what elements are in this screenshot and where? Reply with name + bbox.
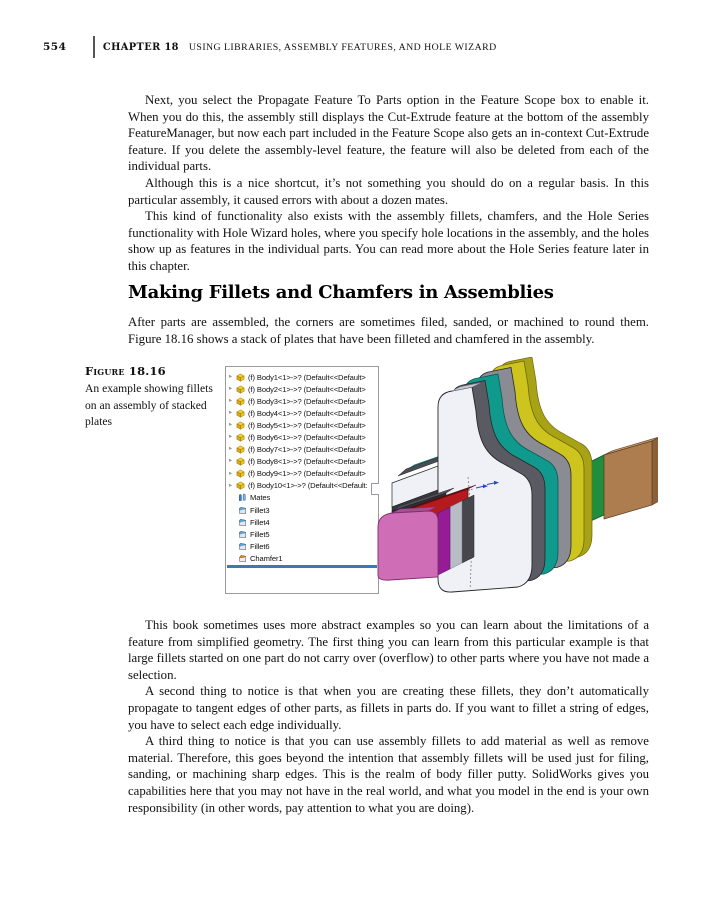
tree-item-label: (f) Body1<1>->? (Default<<Default> bbox=[248, 372, 366, 382]
purple-stripe bbox=[437, 506, 451, 576]
paragraph: After parts are assembled, the corners a… bbox=[128, 315, 649, 346]
tree-item-label: (f) Body8<1>->? (Default<<Default> bbox=[248, 457, 366, 467]
part-icon bbox=[236, 457, 245, 466]
expand-arrow-icon[interactable]: ▸ bbox=[229, 409, 233, 417]
figure-caption-text: An example showing fillets on an assembl… bbox=[85, 382, 213, 428]
expand-arrow-icon[interactable]: ▸ bbox=[229, 384, 233, 392]
closing-paragraphs: This book sometimes uses more abstract e… bbox=[128, 617, 649, 816]
dark-gray-stripe bbox=[461, 494, 475, 564]
part-icon bbox=[236, 409, 245, 418]
chamfer-icon bbox=[238, 554, 247, 563]
tree-item-label: (f) Body3<1>->? (Default<<Default> bbox=[248, 396, 366, 406]
expand-arrow-icon[interactable]: ▸ bbox=[229, 481, 233, 489]
assembly-3d-model bbox=[377, 357, 658, 593]
paragraph: This book sometimes uses more abstract e… bbox=[128, 618, 649, 682]
tree-item-label: (f) Body4<1>->? (Default<<Default> bbox=[248, 408, 366, 418]
expand-arrow-icon[interactable]: ▸ bbox=[229, 396, 233, 404]
update-arrow-head bbox=[483, 484, 488, 489]
white-plate-top-face bbox=[451, 382, 481, 392]
tree-item-body5[interactable]: ▸ (f) Body5<1>->? (Default<<Default> bbox=[226, 419, 378, 431]
tree-item-fillet6[interactable]: Fillet6 bbox=[226, 540, 378, 552]
tree-item-label: (f) Body9<1>->? (Default<<Default> bbox=[248, 469, 366, 479]
tree-item-body4[interactable]: ▸ (f) Body4<1>->? (Default<<Default> bbox=[226, 407, 378, 419]
tree-item-label: (f) Body10<1>->? (Default<<Default: bbox=[248, 481, 368, 491]
section-lead: After parts are assembled, the corners a… bbox=[128, 314, 649, 347]
tree-item-label: Fillet5 bbox=[250, 529, 270, 539]
figure-label: Figure 18.16 bbox=[85, 364, 166, 378]
paragraph: Although this is a nice shortcut, it’s n… bbox=[128, 175, 649, 207]
expand-arrow-icon[interactable]: ▸ bbox=[229, 372, 233, 380]
part-icon bbox=[236, 469, 245, 478]
figure-caption: Figure 18.16 An example showing fillets … bbox=[85, 364, 213, 431]
expand-arrow-icon[interactable]: ▸ bbox=[229, 445, 233, 453]
part-icon bbox=[236, 373, 245, 382]
tree-item-body10[interactable]: ▸ (f) Body10<1>->? (Default<<Default: bbox=[226, 480, 378, 492]
page-header: 554 CHAPTER 18 USING LIBRARIES, ASSEMBLY… bbox=[43, 36, 497, 58]
flyout-curl bbox=[371, 483, 379, 495]
tree-item-fillet5[interactable]: Fillet5 bbox=[226, 528, 378, 540]
tree-item-body1[interactable]: ▸ (f) Body1<1>->? (Default<<Default> bbox=[226, 371, 378, 383]
fillet-icon bbox=[238, 518, 247, 527]
magenta-block bbox=[377, 510, 439, 581]
fillet-icon bbox=[238, 530, 247, 539]
mates-icon bbox=[238, 493, 247, 502]
part-icon bbox=[236, 445, 245, 454]
paragraph: A third thing to notice is that you can … bbox=[128, 734, 649, 815]
tree-item-label: Fillet6 bbox=[250, 541, 270, 551]
chapter-label: CHAPTER 18 bbox=[102, 41, 179, 53]
tree-item-body9[interactable]: ▸ (f) Body9<1>->? (Default<<Default> bbox=[226, 468, 378, 480]
rollback-bar[interactable] bbox=[227, 565, 377, 568]
tree-item-label: (f) Body6<1>->? (Default<<Default> bbox=[248, 433, 366, 443]
tree-item-body7[interactable]: ▸ (f) Body7<1>->? (Default<<Default> bbox=[226, 444, 378, 456]
tree-item-chamfer1[interactable]: Chamfer1 bbox=[226, 552, 378, 564]
tree-item-label: Fillet3 bbox=[250, 505, 270, 515]
part-icon bbox=[236, 397, 245, 406]
paragraph: A second thing to notice is that when yo… bbox=[128, 684, 649, 732]
part-icon bbox=[236, 385, 245, 394]
tree-item-body2[interactable]: ▸ (f) Body2<1>->? (Default<<Default> bbox=[226, 383, 378, 395]
tree-item-body8[interactable]: ▸ (f) Body8<1>->? (Default<<Default> bbox=[226, 456, 378, 468]
tree-item-label: (f) Body7<1>->? (Default<<Default> bbox=[248, 445, 366, 455]
fillet-icon bbox=[238, 542, 247, 551]
part-icon bbox=[236, 421, 245, 430]
tree-item-label: Mates bbox=[250, 493, 271, 503]
page-number: 554 bbox=[43, 41, 67, 53]
header-divider bbox=[93, 36, 95, 58]
tree-item-body6[interactable]: ▸ (f) Body6<1>->? (Default<<Default> bbox=[226, 431, 378, 443]
update-arrow-line bbox=[486, 482, 495, 486]
update-arrow-head bbox=[494, 480, 499, 485]
expand-arrow-icon[interactable]: ▸ bbox=[229, 457, 233, 465]
chapter-title: USING LIBRARIES, ASSEMBLY FEATURES, AND … bbox=[188, 41, 497, 53]
tree-item-fillet3[interactable]: Fillet3 bbox=[226, 504, 378, 516]
paragraph: This kind of functionality also exists w… bbox=[128, 209, 649, 273]
expand-arrow-icon[interactable]: ▸ bbox=[229, 421, 233, 429]
section-heading: Making Fillets and Chamfers in Assemblie… bbox=[128, 282, 554, 303]
update-arrow-line bbox=[475, 485, 484, 489]
part-icon bbox=[236, 433, 245, 442]
tree-item-fillet4[interactable]: Fillet4 bbox=[226, 516, 378, 528]
intro-paragraphs: Next, you select the Propagate Feature T… bbox=[128, 92, 649, 275]
part-icon bbox=[236, 481, 245, 490]
tree-item-label: (f) Body2<1>->? (Default<<Default> bbox=[248, 384, 366, 394]
light-gray-stripe bbox=[449, 500, 463, 570]
update-arrow-dash bbox=[467, 488, 475, 491]
expand-arrow-icon[interactable]: ▸ bbox=[229, 469, 233, 477]
brown-block-front bbox=[603, 440, 653, 520]
tree-item-label: Chamfer1 bbox=[250, 553, 283, 563]
expand-arrow-icon[interactable]: ▸ bbox=[229, 433, 233, 441]
fillet-icon bbox=[238, 506, 247, 515]
brown-block-side bbox=[651, 437, 658, 506]
featuremanager-tree-panel: ▸ (f) Body1<1>->? (Default<<Default> ▸ (… bbox=[225, 366, 379, 594]
tree-item-label: (f) Body5<1>->? (Default<<Default> bbox=[248, 420, 366, 430]
tree-item-body3[interactable]: ▸ (f) Body3<1>->? (Default<<Default> bbox=[226, 395, 378, 407]
tree-item-label: Fillet4 bbox=[250, 517, 270, 527]
paragraph: Next, you select the Propagate Feature T… bbox=[128, 93, 649, 174]
tree-item-mates[interactable]: Mates bbox=[226, 492, 378, 504]
